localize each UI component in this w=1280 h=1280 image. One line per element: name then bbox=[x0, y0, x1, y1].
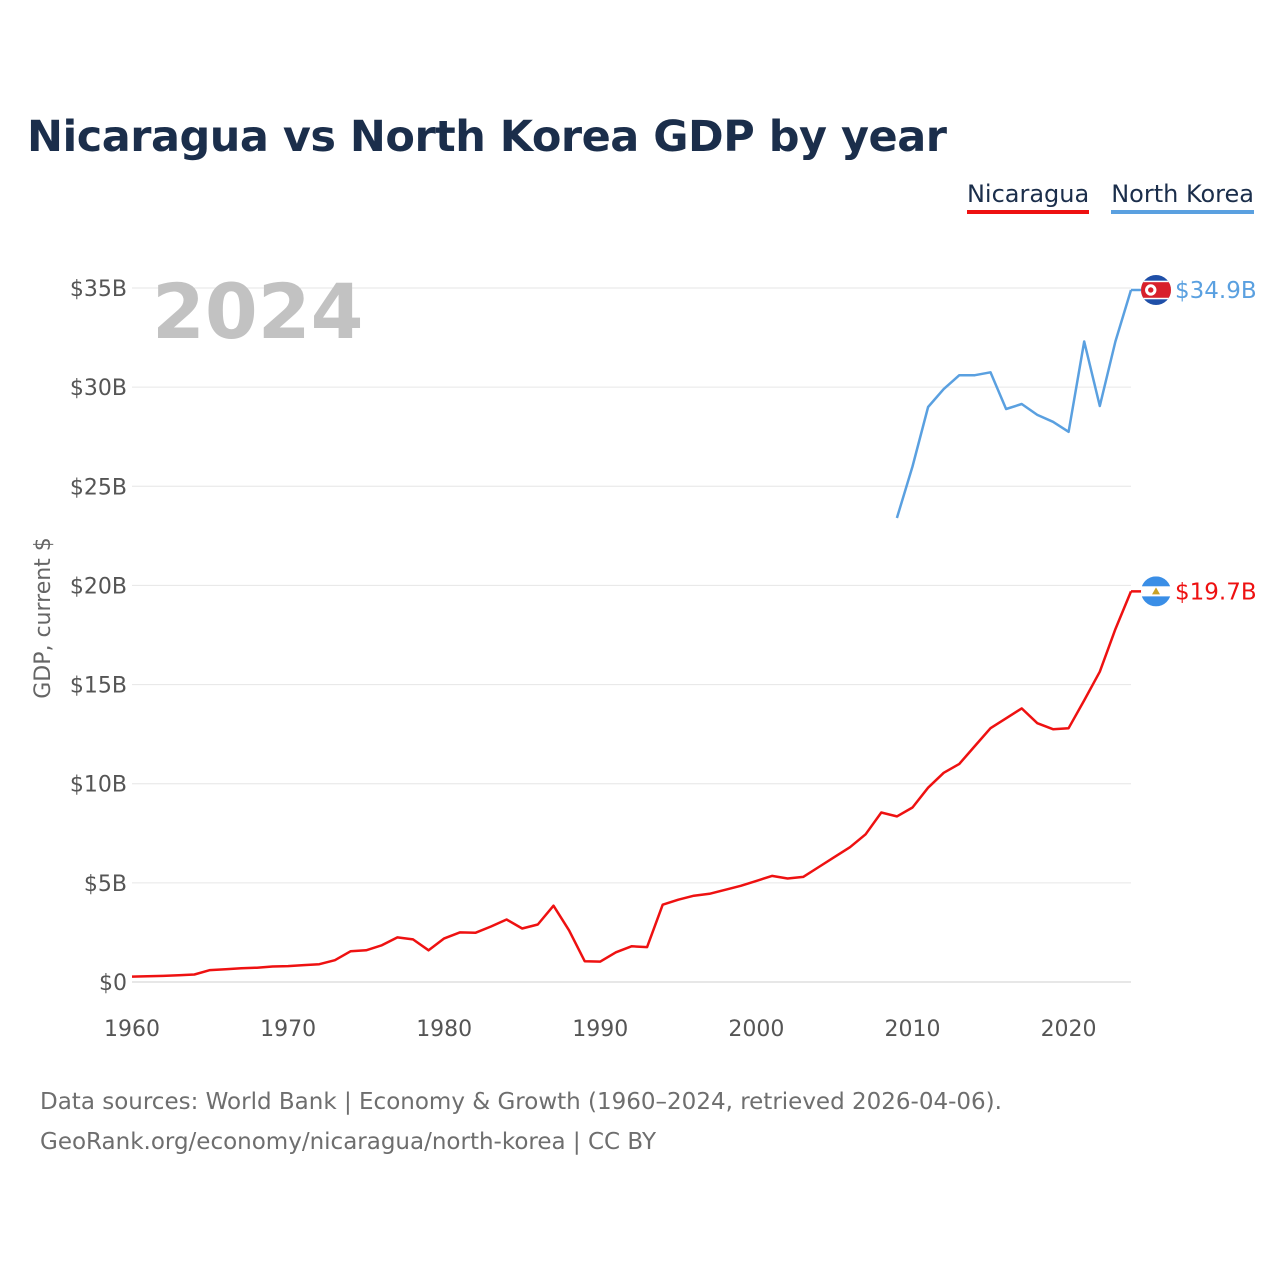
x-tick-label: 2000 bbox=[728, 1017, 784, 1042]
legend-item-north-korea[interactable]: North Korea bbox=[1111, 180, 1254, 214]
source-note: Data sources: World Bank | Economy & Gro… bbox=[40, 1089, 1002, 1115]
y-tick-label: $10B bbox=[70, 773, 127, 798]
chart-title: Nicaragua vs North Korea GDP by year bbox=[27, 112, 947, 162]
x-tick-label: 2020 bbox=[1041, 1017, 1097, 1042]
series-line-nicaragua bbox=[131, 590, 1133, 978]
y-tick-label: $0 bbox=[99, 971, 127, 996]
x-tick-label: 1960 bbox=[104, 1017, 160, 1042]
y-tick-label: $5B bbox=[84, 872, 127, 897]
y-tick-label: $15B bbox=[70, 674, 127, 699]
y-tick-label: $30B bbox=[70, 376, 127, 401]
footer: Data sources: World Bank | Economy & Gro… bbox=[40, 1082, 1002, 1162]
x-tick-label: 1980 bbox=[416, 1017, 472, 1042]
x-tick-label: 1970 bbox=[260, 1017, 316, 1042]
nicaragua-flag-icon bbox=[1141, 576, 1171, 607]
north-korea-flag-icon bbox=[1141, 274, 1171, 305]
series-end-value: $34.9B bbox=[1175, 278, 1257, 304]
legend: Nicaragua North Korea bbox=[966, 180, 1254, 214]
source-link[interactable]: GeoRank.org/economy/nicaragua/north-kore… bbox=[40, 1129, 656, 1155]
series-end-value: $19.7B bbox=[1175, 579, 1257, 605]
year-watermark: 2024 bbox=[152, 267, 364, 356]
y-tick-label: $20B bbox=[70, 574, 127, 599]
legend-item-nicaragua[interactable]: Nicaragua bbox=[966, 180, 1090, 214]
y-tick-label: $25B bbox=[70, 475, 127, 500]
y-axis-label: GDP, current $ bbox=[31, 537, 56, 699]
x-tick-label: 1990 bbox=[572, 1017, 628, 1042]
x-tick-label: 2010 bbox=[884, 1017, 940, 1042]
series-line-north-korea bbox=[895, 289, 1133, 519]
y-tick-label: $35B bbox=[70, 277, 127, 302]
